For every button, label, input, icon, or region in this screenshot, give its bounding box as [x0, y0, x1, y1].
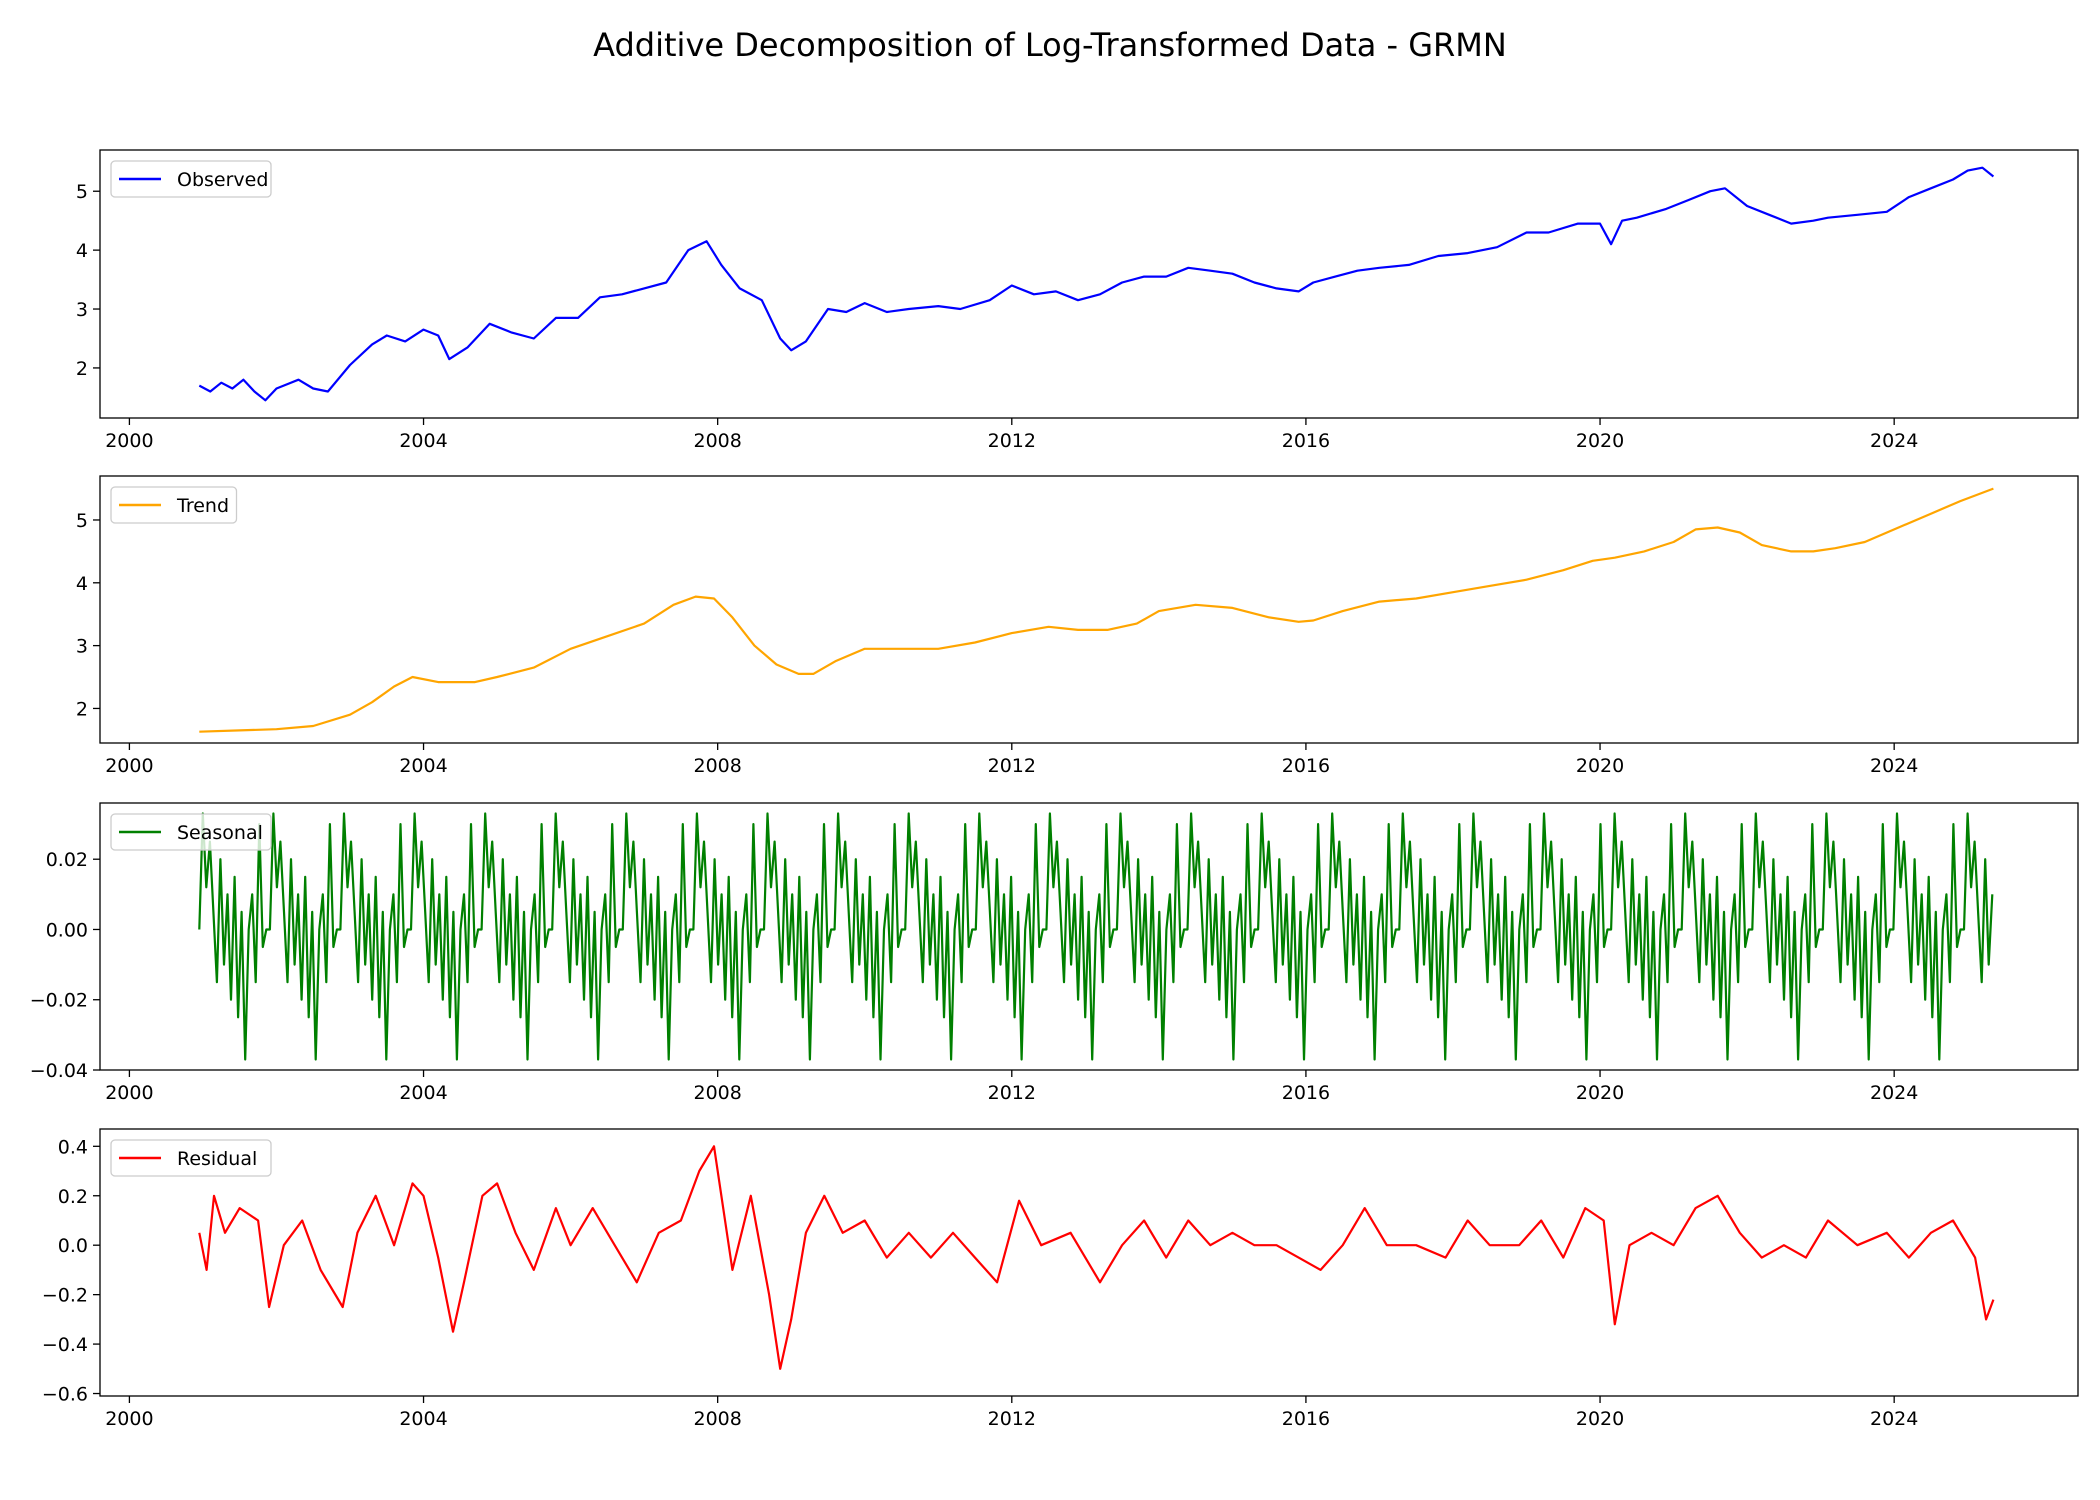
- subplot-panels: 2000 2004 2008 2012 2016 2020 2024 2 3 4 5 Observed…: [30, 149, 2079, 1430]
- axes-frame: [99, 802, 2079, 1071]
- x-tick-label: 2008: [693, 755, 741, 777]
- x-tick-label: 2016: [1282, 755, 1330, 777]
- figure-title: Additive Decomposition of Log-Transforme…: [593, 26, 1507, 64]
- legend-label: Seasonal: [177, 822, 263, 844]
- axes-frame: [99, 149, 2079, 419]
- x-tick-label: 2016: [1282, 1408, 1330, 1430]
- legend: Seasonal: [110, 813, 272, 851]
- panel-residual: 2000 2004 2008 2012 2016 2020 2024 −0.6 −0.4 −0.2…: [42, 1128, 2079, 1430]
- axes-frame: [99, 475, 2079, 744]
- x-tick-label: 2000: [105, 1408, 153, 1430]
- panel-trend: 2000 2004 2008 2012 2016 2020 2024 2 3 4 5 Trend: [76, 475, 2079, 777]
- x-tick-label: 2020: [1576, 430, 1624, 452]
- y-tick-label: 4: [76, 573, 88, 595]
- y-tick-label: 5: [76, 181, 88, 203]
- x-tick-label: 2008: [693, 430, 741, 452]
- observed-series-line: [198, 166, 1995, 402]
- x-tick-label: 2016: [1282, 1082, 1330, 1104]
- legend-box: [110, 813, 272, 851]
- panel-observed: 2000 2004 2008 2012 2016 2020 2024 2 3 4 5 Observed: [76, 149, 2079, 452]
- x-tick-label: 2008: [693, 1408, 741, 1430]
- x-tick-label: 2012: [988, 755, 1036, 777]
- panel-seasonal: 2000 2004 2008 2012 2016 2020 2024 −0.04 −0.02 0.…: [30, 802, 2079, 1104]
- legend: Residual: [110, 1139, 272, 1177]
- legend: Observed: [110, 160, 272, 198]
- x-tick-label: 2024: [1870, 430, 1918, 452]
- y-tick-label: −0.4: [42, 1334, 88, 1356]
- legend: Trend: [110, 486, 238, 524]
- x-tick-label: 2000: [105, 1082, 153, 1104]
- y-tick-label: −0.2: [42, 1285, 88, 1307]
- axes-frame: [99, 1128, 2079, 1397]
- x-tick-label: 2024: [1870, 1082, 1918, 1104]
- y-tick-label: 0.0: [58, 1235, 88, 1257]
- x-tick-label: 2008: [693, 1082, 741, 1104]
- legend-label: Trend: [176, 495, 229, 517]
- legend-label: Residual: [177, 1148, 257, 1170]
- x-tick-label: 2004: [399, 1082, 447, 1104]
- y-tick-label: 0.00: [46, 919, 88, 941]
- x-tick-label: 2024: [1870, 755, 1918, 777]
- y-tick-label: 0.02: [46, 849, 88, 871]
- trend-series-line: [199, 487, 1994, 733]
- x-tick-label: 2012: [988, 430, 1036, 452]
- legend-box: [110, 160, 272, 198]
- x-tick-label: 2004: [399, 755, 447, 777]
- y-tick-label: −0.6: [42, 1384, 88, 1406]
- x-tick-label: 2004: [399, 1408, 447, 1430]
- y-tick-label: 3: [76, 299, 88, 321]
- y-tick-label: 5: [76, 510, 88, 532]
- y-tick-label: 2: [76, 358, 88, 380]
- x-tick-label: 2012: [988, 1082, 1036, 1104]
- y-tick-label: 0.4: [58, 1136, 88, 1158]
- x-tick-label: 2020: [1576, 755, 1624, 777]
- legend-box: [110, 486, 238, 524]
- x-tick-label: 2016: [1282, 430, 1330, 452]
- residual-series-line: [198, 1145, 1995, 1370]
- y-tick-label: 3: [76, 636, 88, 658]
- y-tick-label: 0.2: [58, 1186, 88, 1208]
- y-tick-label: 4: [76, 240, 88, 262]
- x-tick-label: 2000: [105, 430, 153, 452]
- x-tick-label: 2000: [105, 755, 153, 777]
- y-tick-label: 2: [76, 698, 88, 720]
- y-tick-label: −0.04: [30, 1060, 88, 1082]
- x-tick-label: 2012: [988, 1408, 1036, 1430]
- seasonal-series-line: [198, 812, 1994, 1061]
- legend-label: Observed: [177, 169, 268, 191]
- y-tick-label: −0.02: [30, 990, 88, 1012]
- legend-box: [110, 1139, 272, 1177]
- x-tick-label: 2020: [1576, 1408, 1624, 1430]
- x-tick-label: 2004: [399, 430, 447, 452]
- x-tick-label: 2024: [1870, 1408, 1918, 1430]
- x-tick-label: 2020: [1576, 1082, 1624, 1104]
